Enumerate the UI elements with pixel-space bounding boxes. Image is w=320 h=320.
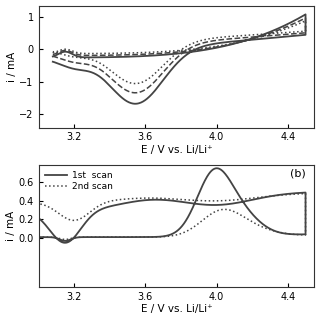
2nd scan [278, 193, 282, 197]
1st  scan [37, 235, 41, 239]
1st  scan [108, 235, 111, 239]
Y-axis label: i / mA: i / mA [5, 211, 16, 241]
X-axis label: E / V vs. Li/Li⁺: E / V vs. Li/Li⁺ [141, 145, 212, 155]
2nd scan [37, 202, 41, 205]
2nd scan [63, 237, 67, 241]
Legend: 1st  scan, 2nd scan: 1st scan, 2nd scan [43, 169, 115, 193]
2nd scan [108, 235, 112, 239]
Text: (b): (b) [291, 169, 306, 179]
1st  scan [215, 166, 219, 170]
Line: 2nd scan: 2nd scan [39, 194, 306, 239]
2nd scan [289, 192, 293, 196]
2nd scan [304, 192, 308, 196]
2nd scan [127, 235, 131, 239]
Line: 1st  scan: 1st scan [39, 168, 306, 243]
1st  scan [290, 192, 294, 196]
X-axis label: E / V vs. Li/Li⁺: E / V vs. Li/Li⁺ [141, 304, 212, 315]
1st  scan [217, 167, 221, 171]
1st  scan [127, 235, 131, 239]
2nd scan [269, 228, 273, 232]
2nd scan [217, 208, 221, 212]
1st  scan [37, 216, 41, 220]
1st  scan [279, 193, 283, 197]
1st  scan [269, 227, 273, 231]
Y-axis label: i / mA: i / mA [6, 52, 17, 82]
2nd scan [37, 235, 41, 239]
1st  scan [63, 241, 67, 245]
